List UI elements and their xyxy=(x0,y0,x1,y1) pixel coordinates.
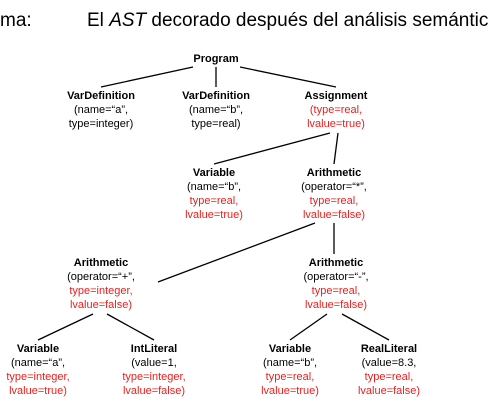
edge-arith-minus-to-realliteral xyxy=(342,314,389,340)
node-attribute-synthesized: lvalue=true) xyxy=(185,208,243,222)
node-attribute-synthesized: lvalue=true) xyxy=(305,117,368,131)
node-vardef-a: VarDefinition (name=“a”, type=integer) xyxy=(67,89,135,131)
node-attribute-synthesized: (type=real, xyxy=(305,103,368,117)
node-label: RealLiteral xyxy=(358,342,420,356)
edge-assignment-to-arith-mult xyxy=(334,133,338,164)
node-label: Assignment xyxy=(305,89,368,103)
node-label: Arithmetic xyxy=(67,256,135,270)
edge-program-to-assignment xyxy=(240,67,336,87)
node-variable-a: Variable (name=“a”, type=integer, lvalue=tr… xyxy=(6,342,69,398)
node-vardef-b: VarDefinition (name=“b”, type=real) xyxy=(182,89,250,131)
node-variable-b-1: Variable (name=“b”, type=real, lvalue=true) xyxy=(185,166,243,222)
node-arith-mult: Arithmetic (operator=“*”, type=real, lvalue… xyxy=(301,166,367,222)
node-attribute: (operator=“-”, xyxy=(303,270,368,284)
node-attribute: (value=8.3, xyxy=(358,356,420,370)
node-program: Program xyxy=(193,52,238,66)
node-attribute: (name=“a”, xyxy=(6,356,69,370)
node-attribute-synthesized: lvalue=false) xyxy=(122,384,185,398)
node-label: VarDefinition xyxy=(182,89,250,103)
node-attribute-synthesized: lvalue=false) xyxy=(358,384,420,398)
node-attribute-synthesized: lvalue=false) xyxy=(301,208,367,222)
node-label: Program xyxy=(193,52,238,66)
node-arith-plus: Arithmetic (operator=“+”, type=integer, lva… xyxy=(67,256,135,312)
node-label: VarDefinition xyxy=(67,89,135,103)
edge-arith-minus-to-variable-b-2 xyxy=(290,314,327,340)
node-arith-minus: Arithmetic (operator=“-”, type=real, lvalue… xyxy=(303,256,368,312)
node-attribute-synthesized: type=real, xyxy=(358,370,420,384)
edge-arith-mult-to-arith-plus xyxy=(158,223,315,282)
node-attribute: (name=“b”, xyxy=(261,356,319,370)
node-label: Variable xyxy=(261,342,319,356)
node-variable-b-2: Variable (name=“b”, type=real, lvalue=true) xyxy=(261,342,319,398)
node-assignment: Assignment (type=real, lvalue=true) xyxy=(305,89,368,131)
node-attribute: (operator=“*”, xyxy=(301,180,367,194)
node-attribute-synthesized: type=real, xyxy=(185,194,243,208)
node-label: Arithmetic xyxy=(303,256,368,270)
node-attribute-synthesized: type=real, xyxy=(261,370,319,384)
node-attribute: (name=“a”, xyxy=(67,103,135,117)
node-intliteral: IntLiteral (value=1, type=integer, lvalue=f… xyxy=(122,342,185,398)
node-label: IntLiteral xyxy=(122,342,185,356)
node-attribute: (name=“b”, xyxy=(182,103,250,117)
node-attribute: (value=1, xyxy=(122,356,185,370)
node-attribute-synthesized: type=real, xyxy=(303,284,368,298)
node-label: Variable xyxy=(6,342,69,356)
node-attribute-synthesized: type=integer, xyxy=(122,370,185,384)
edge-assignment-to-variable-b-1 xyxy=(214,133,330,164)
node-attribute-synthesized: type=integer, xyxy=(67,284,135,298)
node-attribute: (operator=“+”, xyxy=(67,270,135,284)
node-attribute-synthesized: type=real, xyxy=(301,194,367,208)
node-attribute-synthesized: lvalue=false) xyxy=(67,298,135,312)
node-realliteral: RealLiteral (value=8.3, type=real, lvalue=f… xyxy=(358,342,420,398)
node-attribute-synthesized: lvalue=true) xyxy=(6,384,69,398)
edge-arith-plus-to-intliteral xyxy=(107,314,154,340)
node-attribute: type=integer) xyxy=(67,117,135,131)
edge-arith-plus-to-variable-a xyxy=(38,314,93,340)
node-label: Arithmetic xyxy=(301,166,367,180)
node-attribute: (name=“b”, xyxy=(185,180,243,194)
node-attribute-synthesized: lvalue=false) xyxy=(303,298,368,312)
node-label: Variable xyxy=(185,166,243,180)
node-attribute-synthesized: lvalue=true) xyxy=(261,384,319,398)
node-attribute-synthesized: type=integer, xyxy=(6,370,69,384)
node-attribute: type=real) xyxy=(182,117,250,131)
edge-program-to-vardef-a xyxy=(101,67,193,87)
